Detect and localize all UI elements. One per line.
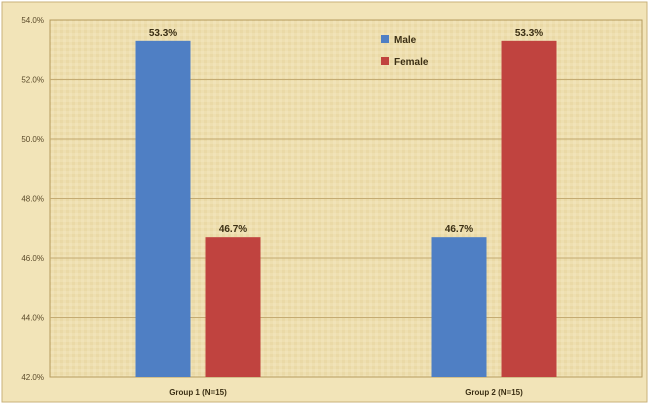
- y-tick-label: 50.0%: [21, 135, 44, 144]
- x-tick-label: Group 2 (N=15): [465, 388, 523, 397]
- data-label: 46.7%: [445, 224, 473, 235]
- y-tick-label: 42.0%: [21, 373, 44, 382]
- bar-male-1: [135, 40, 191, 377]
- bar-female-2: [501, 40, 557, 377]
- x-tick-label: Group 1 (N=15): [169, 388, 227, 397]
- bar-female-1: [205, 237, 261, 377]
- bar-male-2: [431, 237, 487, 377]
- legend-swatch-male: [381, 35, 389, 43]
- y-tick-label: 46.0%: [21, 254, 44, 263]
- y-tick-label: 44.0%: [21, 314, 44, 323]
- y-tick-label: 48.0%: [21, 195, 44, 204]
- legend-label-female: Female: [394, 57, 429, 68]
- data-label: 46.7%: [219, 224, 247, 235]
- data-label: 53.3%: [515, 28, 543, 39]
- legend-label-male: Male: [394, 35, 417, 46]
- data-label: 53.3%: [149, 28, 177, 39]
- y-tick-label: 52.0%: [21, 76, 44, 85]
- legend-swatch-female: [381, 57, 389, 65]
- y-tick-label: 54.0%: [21, 16, 44, 25]
